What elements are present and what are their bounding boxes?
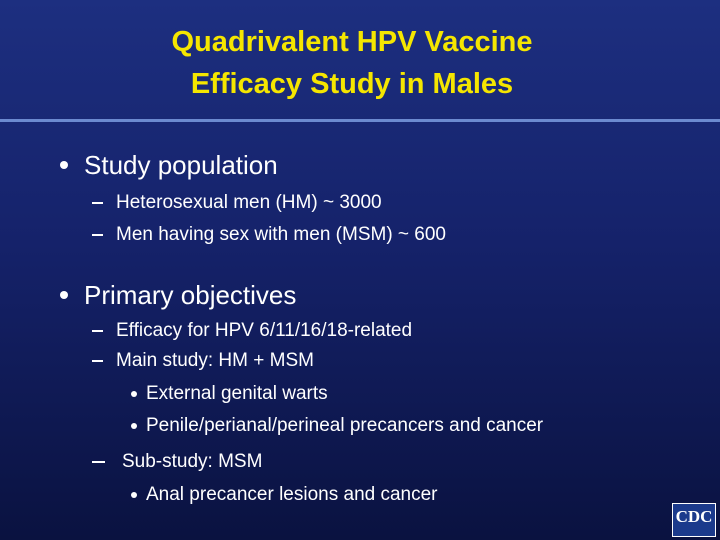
sub-bullet (131, 391, 137, 397)
title-line: Quadrivalent HPV Vaccine (171, 26, 533, 58)
item-text: Men having sex with men (MSM) ~ 600 (116, 224, 446, 245)
item-text: Main study: HM + MSM (116, 350, 314, 371)
bullet (60, 161, 68, 169)
section-heading: Study population (84, 150, 278, 180)
item-text: Sub-study: MSM (122, 451, 263, 472)
dash (92, 330, 103, 332)
title-rule (0, 119, 720, 122)
section-heading: Primary objectives (84, 280, 297, 310)
logo: CDC (672, 503, 716, 537)
item-text: Efficacy for HPV 6/11/16/18‑related (116, 320, 413, 341)
dash (92, 461, 105, 463)
sub-bullet (131, 492, 137, 498)
sub-item-text: Anal precancer lesions and cancer (146, 484, 438, 505)
dash (92, 360, 103, 362)
sub-bullet (131, 423, 137, 429)
bullet (60, 291, 68, 299)
sub-item-text: External genital warts (146, 383, 328, 404)
logo-text: CDC (675, 507, 713, 526)
item-text: Heterosexual men (HM) ~ 3000 (116, 192, 382, 213)
sub-item-text: Penile/perianal/perineal precancers and … (146, 415, 544, 436)
title-line: Efficacy Study in Males (190, 68, 514, 100)
dash (92, 202, 103, 204)
dash (92, 234, 103, 236)
